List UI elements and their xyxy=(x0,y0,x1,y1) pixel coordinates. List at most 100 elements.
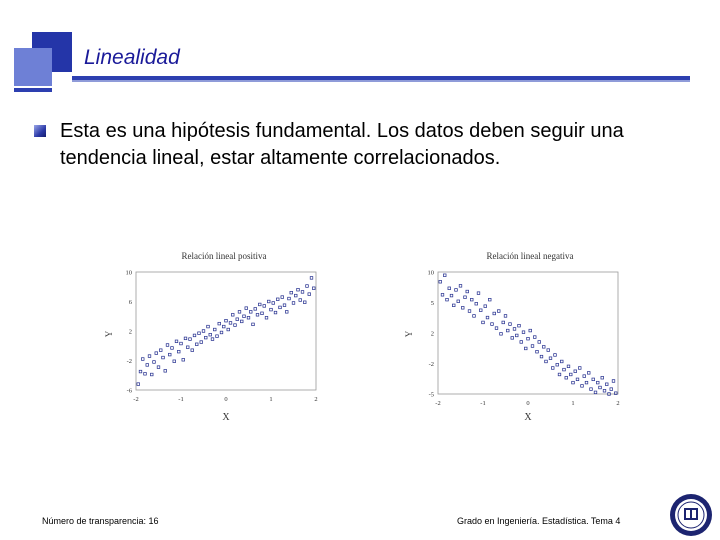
data-point xyxy=(591,377,595,382)
data-point xyxy=(503,314,508,318)
x-tick-label: -1 xyxy=(178,396,183,403)
data-point xyxy=(524,346,528,351)
y-axis-label: Y xyxy=(404,330,414,337)
data-point xyxy=(458,284,463,288)
data-point xyxy=(186,345,190,349)
data-point xyxy=(231,313,235,317)
data-point xyxy=(145,363,149,367)
data-point xyxy=(546,348,550,352)
data-point xyxy=(138,369,143,374)
data-point xyxy=(206,324,210,329)
data-point xyxy=(303,300,307,304)
data-point xyxy=(443,273,447,277)
data-point xyxy=(291,301,296,305)
data-point xyxy=(607,392,611,396)
data-point xyxy=(235,317,239,321)
data-points xyxy=(136,276,316,386)
data-point xyxy=(510,336,514,340)
data-point xyxy=(262,304,266,308)
data-point xyxy=(298,298,302,302)
data-point xyxy=(285,310,289,314)
chart-title: Relación lineal positiva xyxy=(182,251,267,261)
y-tick-label: 2 xyxy=(431,331,434,338)
data-point xyxy=(494,326,499,330)
data-point xyxy=(264,316,269,320)
data-point xyxy=(564,376,568,380)
data-point xyxy=(199,340,203,344)
data-point xyxy=(598,385,602,390)
data-point xyxy=(465,289,469,294)
data-point xyxy=(506,328,510,333)
data-point xyxy=(602,389,607,393)
data-point xyxy=(580,384,584,388)
data-point xyxy=(255,313,260,317)
title-underline-shadow xyxy=(72,80,690,82)
data-point xyxy=(562,367,566,372)
data-point xyxy=(571,380,575,385)
data-point xyxy=(280,295,284,299)
data-point xyxy=(305,284,309,288)
data-point xyxy=(483,304,487,308)
data-point xyxy=(551,366,555,370)
data-point xyxy=(251,322,255,327)
data-point xyxy=(219,330,224,335)
x-tick-label: -2 xyxy=(133,396,138,403)
data-point xyxy=(267,299,271,304)
data-point xyxy=(258,302,262,307)
y-tick-label: 5 xyxy=(431,300,434,307)
data-point xyxy=(177,349,181,354)
data-point xyxy=(249,310,253,314)
data-point xyxy=(172,359,176,363)
y-axis-label: Y xyxy=(104,330,114,337)
x-tick-label: -2 xyxy=(435,400,440,407)
data-point xyxy=(210,337,215,341)
data-point xyxy=(294,293,298,298)
course-footer: Grado en Ingeniería. Estadística. Tema 4 xyxy=(457,516,621,526)
data-point xyxy=(596,380,600,385)
data-point xyxy=(213,327,217,332)
data-point xyxy=(519,340,523,344)
data-point xyxy=(544,359,548,364)
data-point xyxy=(192,333,197,338)
y-tick-label: -2 xyxy=(127,358,132,365)
data-point xyxy=(222,324,226,329)
data-point xyxy=(499,332,503,336)
data-point xyxy=(470,298,474,302)
data-point xyxy=(575,377,580,382)
x-tick-label: 2 xyxy=(314,396,317,403)
data-point xyxy=(244,306,248,310)
data-point xyxy=(582,374,586,378)
data-point xyxy=(161,355,165,360)
data-point xyxy=(309,276,314,280)
data-point xyxy=(578,366,582,370)
data-point xyxy=(273,310,278,315)
slide-title: Linealidad xyxy=(84,46,180,69)
data-point xyxy=(307,292,311,296)
data-point xyxy=(242,314,246,318)
x-tick-labels: -2 -1 0 1 2 xyxy=(435,400,619,407)
y-tick-labels: -5 -2 2 5 10 xyxy=(428,270,435,399)
y-tick-label: 10 xyxy=(428,270,435,277)
data-point xyxy=(190,348,194,352)
data-point xyxy=(168,352,172,357)
data-point xyxy=(208,333,212,337)
data-point xyxy=(183,336,188,341)
data-point xyxy=(533,335,537,339)
data-point xyxy=(526,337,530,341)
data-point xyxy=(452,303,456,307)
data-point xyxy=(165,343,170,347)
data-point xyxy=(569,372,573,377)
data-point xyxy=(517,324,521,328)
data-point xyxy=(490,322,494,326)
data-point xyxy=(593,390,598,395)
data-point xyxy=(548,356,553,360)
data-point xyxy=(246,316,251,320)
data-point xyxy=(609,387,613,391)
data-point xyxy=(528,328,532,333)
data-point xyxy=(456,299,460,303)
data-point xyxy=(188,337,192,341)
slide-body-text: Esta es una hipótesis fundamental. Los d… xyxy=(60,120,624,169)
data-point xyxy=(555,363,559,367)
